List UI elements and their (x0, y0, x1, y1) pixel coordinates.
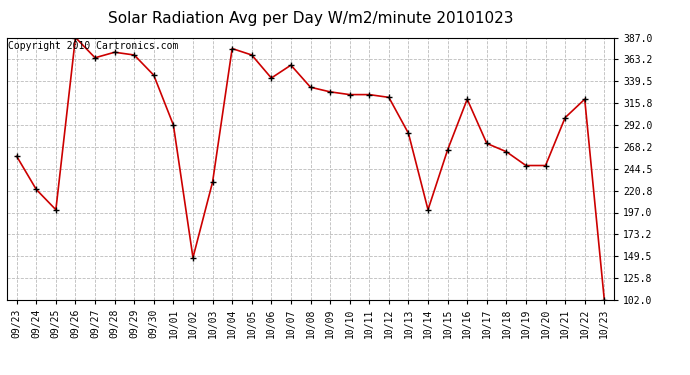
Text: Copyright 2010 Cartronics.com: Copyright 2010 Cartronics.com (8, 42, 179, 51)
Text: Solar Radiation Avg per Day W/m2/minute 20101023: Solar Radiation Avg per Day W/m2/minute … (108, 11, 513, 26)
